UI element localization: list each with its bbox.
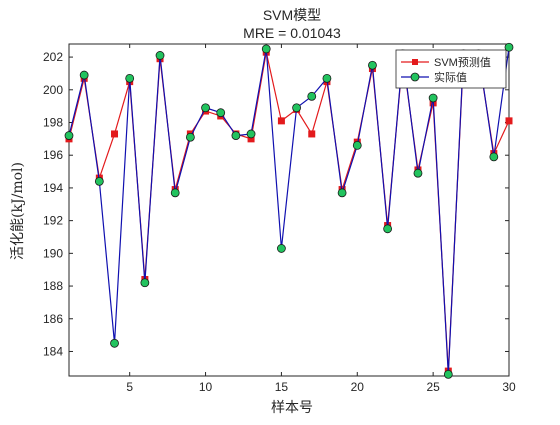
y-tick-label: 196: [43, 148, 63, 162]
data-point-series-2: [383, 224, 393, 234]
data-point-series-2: [322, 73, 332, 83]
legend-marker-1: [412, 59, 418, 65]
data-point-series-2: [140, 278, 150, 288]
data-point-series-2: [504, 42, 514, 52]
x-tick-label: 10: [199, 380, 213, 394]
plot-frame: [68, 43, 510, 377]
series-line-2: [68, 47, 510, 375]
data-point-series-1: [277, 117, 285, 125]
y-tick-label: 192: [43, 214, 63, 228]
data-point-series-2: [277, 244, 286, 253]
x-tick-label: 30: [502, 380, 516, 394]
data-point-series-2: [443, 369, 453, 379]
legend-marker-2: [410, 72, 420, 82]
legend-label-1: SVM预测值: [434, 56, 491, 69]
data-point-series-2: [201, 103, 210, 113]
y-axis-label: 活化能(kJ/mol): [10, 162, 26, 260]
data-point-series-2: [155, 51, 165, 60]
data-point-series-1: [111, 130, 119, 138]
chart-title: SVM模型: [263, 7, 321, 23]
y-tick-label: 198: [43, 116, 63, 130]
data-point-series-2: [292, 103, 301, 113]
legend-label-2: 实际值: [434, 70, 467, 84]
data-point-series-2: [64, 131, 74, 140]
data-point-series-2: [110, 338, 119, 348]
data-point-series-2: [337, 188, 347, 198]
data-point-series-2: [368, 60, 377, 70]
data-point-series-2: [246, 129, 256, 139]
x-tick-label: 25: [426, 380, 440, 394]
y-tick-label: 202: [43, 50, 63, 64]
x-tick-label: 15: [275, 380, 289, 394]
data-point-series-2: [352, 140, 362, 150]
data-point-series-1: [308, 130, 316, 138]
y-tick-label: 200: [43, 83, 63, 97]
x-tick-label: 20: [351, 380, 365, 394]
data-point-series-2: [185, 132, 195, 142]
data-point-series-2: [231, 131, 241, 140]
y-tick-label: 194: [43, 181, 63, 195]
chart-subtitle: MRE = 0.01043: [243, 25, 341, 41]
plot-area: 5 10 15 20 25 30 184 186 188 190 192 194 196 198 200 20…: [43, 42, 516, 394]
y-tick-label: 190: [43, 246, 63, 260]
data-point-series-2: [94, 176, 104, 186]
data-point-series-2: [413, 168, 423, 178]
data-point-series-1: [505, 117, 513, 125]
data-point-series-2: [428, 93, 438, 103]
data-point-series-2: [261, 44, 271, 54]
x-axis-label: 样本号: [271, 400, 313, 416]
data-point-series-2: [216, 108, 226, 118]
data-point-series-2: [489, 152, 499, 162]
x-tick-label: 5: [126, 380, 133, 394]
data-point-series-2: [307, 91, 317, 101]
y-tick-label: 188: [43, 279, 63, 293]
data-point-series-2: [79, 70, 89, 80]
legend-box: [395, 49, 507, 89]
y-tick-label: 184: [43, 344, 63, 358]
data-point-series-2: [125, 73, 135, 83]
data-point-series-2: [170, 188, 180, 198]
y-tick-label: 186: [43, 312, 63, 326]
